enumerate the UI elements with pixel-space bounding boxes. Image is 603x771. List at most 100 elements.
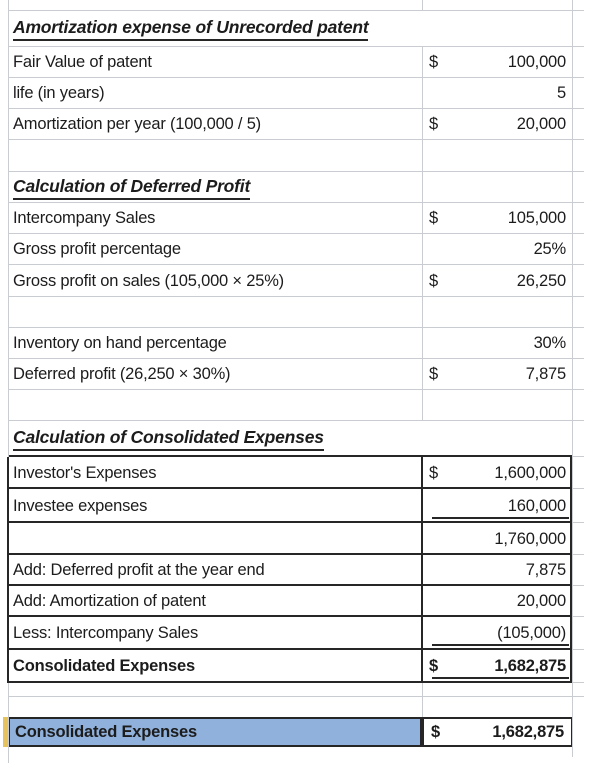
cell-amount: (105,000) (497, 624, 566, 642)
row-spacer-bottom (8, 747, 573, 771)
label-cell[interactable]: Add: Amortization of patent (13, 592, 206, 610)
value-cell[interactable]: 5 (422, 78, 573, 109)
label-cell[interactable]: Consolidated Expenses (13, 657, 195, 675)
row-gridline (8, 233, 584, 234)
value-cell[interactable]: 7,875 (422, 555, 573, 586)
cell-amount: 25% (533, 240, 567, 258)
label-cell[interactable]: Gross profit on sales (105,000 × 25%) (13, 271, 284, 290)
row-investors-expenses: Investor's Expenses $1,600,000 (8, 457, 584, 489)
row-gridline-stub (573, 649, 584, 650)
section-heading-label: Calculation of Consolidated Expenses (13, 427, 324, 451)
cell-amount: 160,000 (507, 496, 566, 515)
value-cell[interactable]: 25% (422, 234, 573, 265)
label-cell[interactable]: Add: Deferred profit at the year end (13, 561, 265, 579)
cell-amount: 1,600,000 (494, 463, 566, 482)
row-gridline (8, 389, 584, 390)
row-empty (8, 390, 584, 421)
label-cell[interactable] (8, 523, 422, 555)
cell-amount: 20,000 (516, 592, 566, 610)
cell-amount: 105,000 (507, 209, 566, 227)
row-gridline (8, 296, 584, 297)
section-heading-cell[interactable]: Calculation of Consolidated Expenses (8, 421, 573, 457)
row-investee-expenses: Investee expenses 160,000 (8, 489, 584, 523)
accounting-underline (432, 644, 569, 646)
row-gridline-stub (573, 585, 584, 586)
border-section-divider (421, 457, 423, 683)
row-border (8, 615, 573, 617)
value-cell[interactable]: (105,000) (422, 617, 573, 650)
value-cell[interactable]: $1,682,875 (422, 717, 573, 747)
cell-amount: 1,760,000 (494, 529, 566, 548)
label-cell[interactable]: life (in years) (13, 84, 105, 102)
row-empty (8, 297, 584, 328)
value-cell[interactable]: $1,600,000 (422, 457, 573, 489)
label-cell[interactable]: Investee expenses (13, 496, 148, 515)
value-cell[interactable]: $26,250 (422, 265, 573, 297)
label-cell[interactable]: Inventory on hand percentage (13, 334, 227, 352)
value-cell[interactable]: $1,682,875 (422, 650, 573, 683)
gridline-left (8, 0, 9, 763)
value-cell[interactable]: $100,000 (422, 47, 573, 78)
row-gridline-stub (573, 456, 584, 457)
cell-amount: 1,682,875 (494, 657, 566, 675)
row-fair-value: Fair Value of patent $100,000 (8, 47, 584, 78)
label-cell[interactable]: Less: Intercompany Sales (13, 624, 199, 642)
cell-amount: 100,000 (507, 53, 566, 71)
value-cell[interactable]: 20,000 (422, 586, 573, 617)
currency-symbol: $ (429, 115, 438, 133)
row-gridline (8, 46, 584, 47)
gridline-right (572, 0, 573, 757)
cell-amount: 26,250 (516, 271, 566, 290)
gridline-column-divider (422, 0, 423, 11)
row-spacer-top (8, 0, 584, 11)
row-border (8, 584, 573, 586)
row-gridline (8, 696, 584, 697)
label-cell[interactable]: Deferred profit (26,250 × 30%) (13, 365, 231, 383)
accounting-underline (432, 517, 569, 519)
row-consolidated-expenses-total: Consolidated Expenses $1,682,875 (8, 650, 584, 683)
row-border (8, 455, 573, 457)
gridline-column-divider (422, 47, 423, 421)
label-cell[interactable]: Gross profit percentage (13, 240, 181, 258)
row-gridline (8, 420, 584, 421)
currency-symbol: $ (431, 722, 440, 741)
row-gridline-stub (573, 522, 584, 523)
row-gridline (8, 171, 584, 172)
currency-symbol: $ (429, 463, 438, 482)
row-empty (8, 683, 584, 697)
row-gridline-stub (573, 616, 584, 617)
value-cell[interactable]: 160,000 (422, 489, 573, 523)
border-section-left (7, 457, 9, 683)
cell-amount: 1,682,875 (492, 722, 564, 741)
row-gridline (8, 139, 584, 140)
label-cell[interactable]: Fair Value of patent (13, 53, 152, 71)
cell-amount: 7,875 (525, 365, 566, 383)
value-cell[interactable]: $20,000 (422, 109, 573, 140)
row-border (8, 648, 573, 650)
adjacent-cell-fill (3, 717, 8, 747)
row-add-deferred-profit: Add: Deferred profit at the year end 7,87… (8, 555, 584, 586)
label-cell[interactable]: Investor's Expenses (13, 463, 157, 482)
value-cell[interactable]: $7,875 (422, 359, 573, 390)
row-life-years: life (in years) 5 (8, 78, 584, 109)
row-amortization-per-year: Amortization per year (100,000 / 5) $20,0… (8, 109, 584, 140)
row-less-intercompany-sales: Less: Intercompany Sales (105,000) (8, 617, 584, 650)
value-cell[interactable]: 1,760,000 (422, 523, 573, 555)
row-expenses-subtotal: 1,760,000 (8, 523, 584, 555)
row-gridline-stub (573, 554, 584, 555)
section-heading-cell[interactable]: Amortization expense of Unrecorded paten… (8, 11, 573, 47)
label-cell[interactable]: Amortization per year (100,000 / 5) (13, 115, 261, 133)
border-section-right (570, 457, 572, 683)
value-cell[interactable]: 30% (422, 328, 573, 359)
currency-symbol: $ (429, 53, 438, 71)
label-cell[interactable]: Intercompany Sales (13, 209, 156, 227)
row-gridline (8, 10, 584, 11)
value-cell[interactable]: $105,000 (422, 203, 573, 234)
row-gridline (8, 358, 584, 359)
row-section3-heading: Calculation of Consolidated Expenses (8, 421, 584, 457)
label-cell[interactable]: Consolidated Expenses (8, 717, 422, 747)
row-gridline (8, 264, 584, 265)
row-intercompany-sales: Intercompany Sales $105,000 (8, 203, 584, 234)
section-heading-cell[interactable]: Calculation of Deferred Profit (8, 172, 573, 203)
